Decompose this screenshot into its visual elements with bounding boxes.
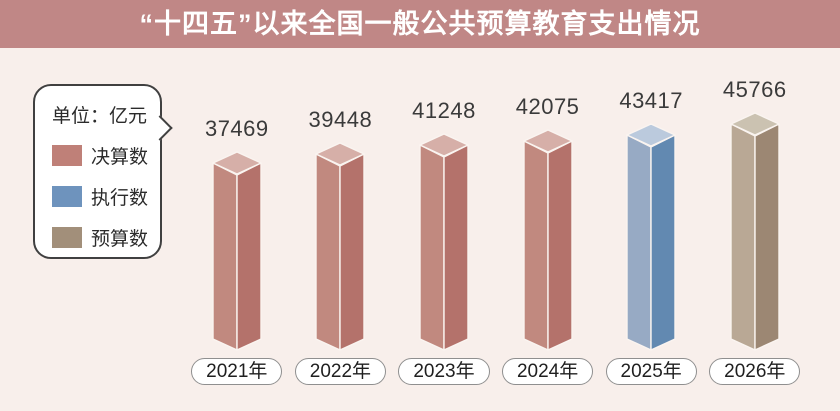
bar-column: 43417 2025年 [599,48,703,411]
legend-box: 单位：亿元 决算数 执行数 预算数 [33,84,162,259]
year-label: 2024年 [501,358,594,385]
bar-value-label: 42075 [515,94,580,119]
year-label: 2023年 [398,358,490,385]
bar-3d-pillar [419,133,469,351]
bar-value-label: 41248 [412,98,476,123]
chart-title: “十四五”以来全国一般公共预算教育支出情况 [0,0,840,48]
bar-column: 41248 2023年 [392,48,496,411]
bar-value-label: 39448 [308,107,373,132]
legend-label: 执行数 [91,188,149,209]
legend-swatch [52,145,82,166]
bar-value-label: 43417 [619,88,684,113]
bar-chart: 37469 2021年 39448 2022年 41248 2023年 4207… [185,48,807,411]
legend-label: 预算数 [91,229,149,250]
bar-3d-pillar [522,129,573,351]
bar-column: 42075 2024年 [496,48,600,411]
bar-value-label: 37469 [204,116,269,141]
bar-column: 37469 2021年 [185,48,289,411]
legend-item: 预算数 [52,224,160,251]
legend-items: 决算数 执行数 预算数 [52,142,160,251]
bar-column: 45766 2026年 [703,48,807,411]
legend-swatch [52,186,82,207]
unit-label: 单位：亿元 [52,106,148,127]
legend-label: 决算数 [91,147,149,168]
bar-3d-pillar [212,151,262,351]
bar-3d-pillar [730,112,780,351]
year-label: 2022年 [294,358,387,385]
year-label: 2026年 [709,358,801,385]
year-label: 2021年 [191,358,283,385]
legend-item: 执行数 [52,183,160,210]
bar-3d-pillar [315,142,366,351]
legend-item: 决算数 [52,142,160,169]
year-label: 2025年 [605,358,697,385]
bar-3d-pillar [626,123,676,351]
bar-column: 39448 2022年 [289,48,393,411]
bar-value-label: 45766 [722,77,787,102]
legend-swatch [52,227,82,248]
